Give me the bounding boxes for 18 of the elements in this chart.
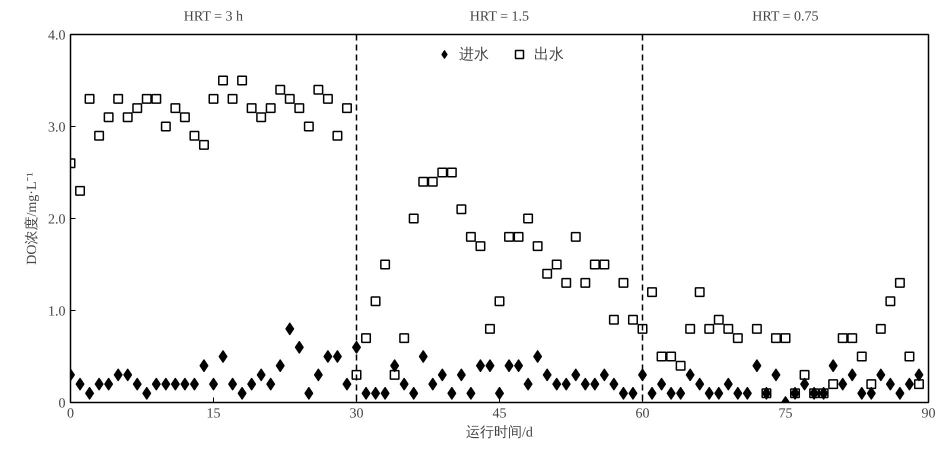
x-tick-label: 45 xyxy=(492,406,506,422)
y-tick-label: 2.0 xyxy=(48,212,66,228)
x-tick-label: 60 xyxy=(636,406,650,422)
x-tick-label: 30 xyxy=(350,406,364,422)
y-tick-label: 1.0 xyxy=(48,304,66,320)
x-tick-label: 75 xyxy=(778,406,792,422)
text: HRT = 1.5 xyxy=(470,9,530,24)
text: HRT = 3 h xyxy=(184,9,244,24)
y-tick-label: 3.0 xyxy=(48,120,66,136)
y-tick-label: 0 xyxy=(58,396,66,412)
text: HRT = 0.75 xyxy=(752,9,819,24)
legend-label: 出水 xyxy=(534,46,564,64)
x-tick-label: 15 xyxy=(206,406,220,422)
y-axis-title: DO浓度/mg·L⁻¹ xyxy=(24,172,40,265)
x-tick-label: 90 xyxy=(922,406,936,422)
legend-label: 进水 xyxy=(459,46,489,64)
y-tick-label: 4.0 xyxy=(48,28,66,44)
x-axis-title: 运行时间/d xyxy=(466,424,533,440)
